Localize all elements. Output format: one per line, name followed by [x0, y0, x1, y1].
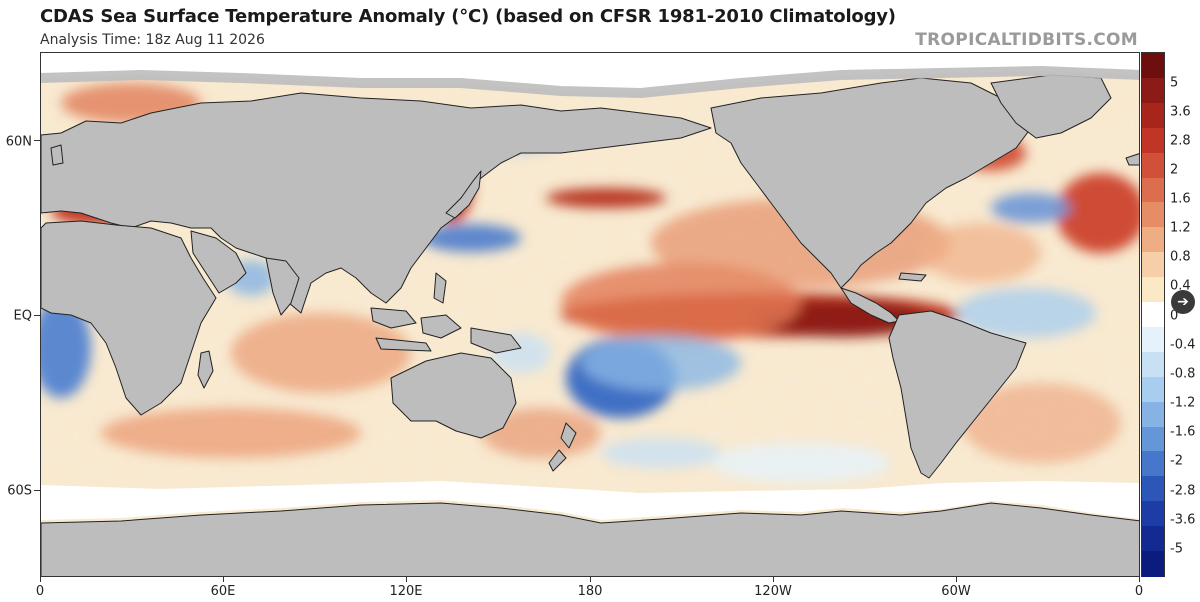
colorbar-label: 2.8: [1170, 133, 1191, 149]
colorbar-label: 5: [1170, 75, 1179, 91]
colorbar-label: -3.6: [1170, 512, 1196, 528]
lon-label-180: 180: [577, 584, 603, 599]
colorbar-segment: [1142, 526, 1164, 552]
lon-label-0: 0: [35, 584, 45, 599]
colorbar-segment: [1142, 376, 1164, 403]
colorbar-segment: [1142, 351, 1164, 378]
arrow-right-icon: ➔: [1177, 294, 1189, 310]
colorbar-segment: [1142, 53, 1164, 79]
colorbar-label: -2: [1170, 453, 1183, 469]
colorbar-segment: [1142, 476, 1164, 502]
lat-tick: [34, 490, 40, 491]
colorbar-segment: [1142, 277, 1164, 303]
colorbar-label: 0.8: [1170, 249, 1191, 265]
map-canvas: [41, 53, 1139, 576]
colorbar-segment: [1142, 501, 1164, 527]
colorbar-segment: [1142, 177, 1164, 204]
colorbar-segment: [1142, 152, 1164, 179]
next-arrow-button[interactable]: ➔: [1171, 290, 1195, 314]
colorbar-label: 0: [1170, 308, 1179, 324]
lon-label-60w: 60W: [941, 584, 971, 599]
colorbar-label: 3.6: [1170, 104, 1191, 120]
lon-tick: [1139, 577, 1140, 582]
lon-tick: [406, 577, 407, 582]
lon-tick: [223, 577, 224, 582]
continents: [41, 74, 1139, 576]
landmass-north-america: [710, 77, 1032, 289]
colorbar-label: 1.6: [1170, 191, 1191, 207]
colorbar-label: -0.8: [1170, 366, 1196, 382]
colorbar-segment: [1142, 451, 1164, 477]
landmass-arabia: [190, 230, 247, 294]
lon-label-120w: 120W: [754, 584, 792, 599]
colorbar-segment: [1142, 426, 1164, 453]
analysis-time: Analysis Time: 18z Aug 11 2026: [40, 32, 265, 48]
colorbar-label: -1.2: [1170, 395, 1196, 411]
landmass-south-america: [888, 310, 1027, 479]
lat-tick: [34, 315, 40, 316]
sea-ice: [41, 53, 1139, 520]
landmass-eurasia: [41, 92, 712, 314]
colorbar-segment: [1142, 302, 1164, 328]
landmass-india: [265, 257, 300, 316]
colorbar-segment: [1142, 252, 1164, 278]
colorbar-segment: [1142, 551, 1164, 577]
lon-tick: [956, 577, 957, 582]
lat-label-60n: 60N: [5, 134, 32, 150]
site-brand: TROPICALTIDBITS.COM: [915, 30, 1138, 50]
colorbar-segment: [1142, 401, 1164, 428]
colorbar-segment: [1142, 202, 1164, 228]
colorbar-segment: [1142, 227, 1164, 253]
lat-tick: [34, 140, 40, 141]
chart-title: CDAS Sea Surface Temperature Anomaly (°C…: [40, 6, 896, 27]
landmass-indonesia: [370, 307, 417, 329]
colorbar-segment: [1142, 127, 1164, 154]
lon-tick: [40, 577, 41, 582]
landmass-africa: [41, 220, 217, 416]
lon-label-120e: 120E: [389, 584, 423, 599]
colorbar-label: -5: [1170, 541, 1183, 557]
colorbar-label: 0.4: [1170, 278, 1191, 294]
colorbar-segment: [1142, 326, 1164, 353]
colorbar: [1141, 52, 1165, 577]
lon-tick: [590, 577, 591, 582]
colorbar-label: -2.8: [1170, 483, 1196, 499]
lon-label-60e: 60E: [210, 584, 236, 599]
landmass-australia: [390, 352, 517, 439]
colorbar-label: 2: [1170, 162, 1179, 178]
lon-label-0-end: 0: [1134, 584, 1144, 599]
colorbar-label: -1.6: [1170, 424, 1196, 440]
landmass-japan: [445, 170, 482, 219]
arctic-sea-ice: [41, 53, 1139, 93]
lat-label-eq: EQ: [13, 308, 32, 324]
landmass-antarctica: [41, 502, 1139, 576]
lat-label-60s: 60S: [7, 483, 32, 499]
lon-tick: [773, 577, 774, 582]
sst-anomaly-map: [40, 52, 1140, 577]
colorbar-segment: [1142, 102, 1164, 129]
arctic-ice-edge: [41, 65, 1139, 99]
colorbar-label: 1.2: [1170, 220, 1191, 236]
colorbar-label: -0.4: [1170, 337, 1196, 353]
colorbar-segment: [1142, 77, 1164, 104]
antarctic-sea-ice: [41, 481, 1139, 520]
